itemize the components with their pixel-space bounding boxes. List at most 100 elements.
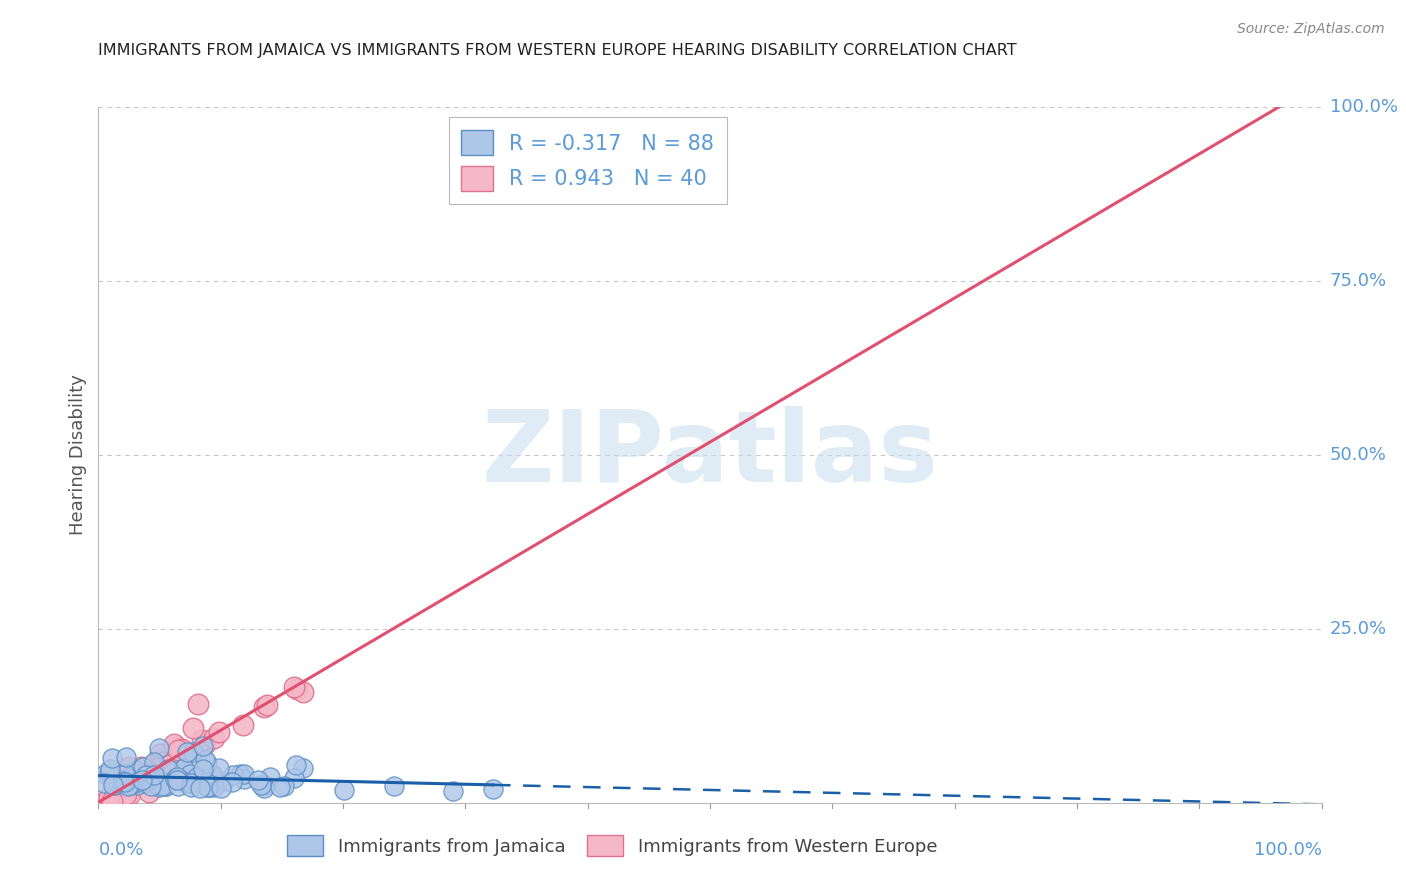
Point — [143, 755, 166, 769]
Point — [333, 783, 356, 797]
Point — [181, 745, 204, 759]
Point — [149, 747, 172, 761]
Point — [122, 776, 145, 790]
Point — [125, 778, 148, 792]
Point — [157, 762, 180, 776]
Point — [247, 773, 270, 788]
Point — [127, 775, 149, 789]
Point — [105, 775, 128, 789]
Point — [114, 767, 136, 781]
Point — [129, 760, 152, 774]
Point — [193, 739, 215, 754]
Point — [114, 787, 136, 801]
Point — [180, 776, 202, 790]
Point — [170, 741, 193, 756]
Point — [105, 796, 128, 810]
Point — [173, 747, 195, 762]
Point — [125, 763, 148, 777]
Point — [98, 762, 121, 776]
Point — [141, 779, 163, 793]
Point — [201, 767, 224, 781]
Point — [197, 780, 219, 794]
Point — [195, 780, 218, 794]
Point — [221, 774, 243, 789]
Point — [157, 758, 180, 772]
Y-axis label: Hearing Disability: Hearing Disability — [69, 375, 87, 535]
Point — [179, 767, 201, 781]
Point — [202, 731, 225, 746]
Point — [131, 773, 153, 788]
Point — [441, 783, 464, 797]
Point — [179, 775, 201, 789]
Point — [222, 768, 245, 782]
Point — [190, 732, 212, 747]
Point — [167, 756, 190, 771]
Point — [254, 778, 277, 792]
Point — [117, 779, 139, 793]
Point — [101, 773, 124, 788]
Point — [153, 779, 176, 793]
Point — [118, 787, 141, 801]
Point — [111, 773, 134, 788]
Point — [148, 775, 170, 789]
Text: Source: ZipAtlas.com: Source: ZipAtlas.com — [1237, 22, 1385, 37]
Point — [232, 767, 254, 781]
Text: IMMIGRANTS FROM JAMAICA VS IMMIGRANTS FROM WESTERN EUROPE HEARING DISABILITY COR: IMMIGRANTS FROM JAMAICA VS IMMIGRANTS FR… — [98, 43, 1017, 58]
Point — [183, 721, 205, 735]
Point — [292, 761, 315, 775]
Point — [135, 768, 157, 782]
Point — [146, 761, 169, 775]
Point — [194, 754, 217, 768]
Point — [132, 776, 155, 790]
Point — [104, 778, 127, 792]
Point — [190, 780, 212, 795]
Point — [115, 749, 138, 764]
Point — [118, 778, 141, 792]
Point — [148, 776, 170, 790]
Text: 0.0%: 0.0% — [98, 841, 143, 859]
Point — [200, 780, 222, 794]
Point — [250, 778, 273, 792]
Point — [138, 784, 160, 798]
Point — [200, 767, 222, 781]
Point — [273, 779, 295, 793]
Point — [170, 746, 193, 760]
Point — [142, 768, 165, 782]
Point — [482, 781, 505, 796]
Point — [155, 779, 177, 793]
Point — [193, 762, 215, 776]
Text: ZIPatlas: ZIPatlas — [482, 407, 938, 503]
Text: 25.0%: 25.0% — [1330, 620, 1388, 638]
Point — [207, 724, 229, 739]
Point — [152, 755, 174, 769]
Point — [120, 770, 142, 784]
Point — [194, 737, 217, 751]
Point — [253, 700, 276, 714]
Point — [148, 773, 170, 788]
Point — [114, 775, 136, 789]
Point — [101, 751, 124, 765]
Point — [148, 740, 170, 755]
Text: 100.0%: 100.0% — [1330, 98, 1398, 116]
Point — [148, 780, 170, 794]
Point — [191, 777, 214, 791]
Point — [145, 767, 167, 781]
Point — [163, 772, 186, 786]
Legend: Immigrants from Jamaica, Immigrants from Western Europe: Immigrants from Jamaica, Immigrants from… — [280, 828, 945, 863]
Point — [101, 794, 124, 808]
Point — [101, 778, 124, 792]
Point — [152, 780, 174, 794]
Point — [122, 775, 145, 789]
Point — [169, 743, 191, 757]
Point — [105, 775, 128, 789]
Point — [93, 776, 115, 790]
Point — [232, 717, 254, 731]
Point — [188, 769, 211, 783]
Text: 75.0%: 75.0% — [1330, 272, 1388, 290]
Point — [128, 774, 150, 789]
Point — [209, 780, 232, 795]
Point — [118, 778, 141, 792]
Point — [291, 685, 314, 699]
Point — [163, 765, 186, 780]
Point — [98, 790, 121, 805]
